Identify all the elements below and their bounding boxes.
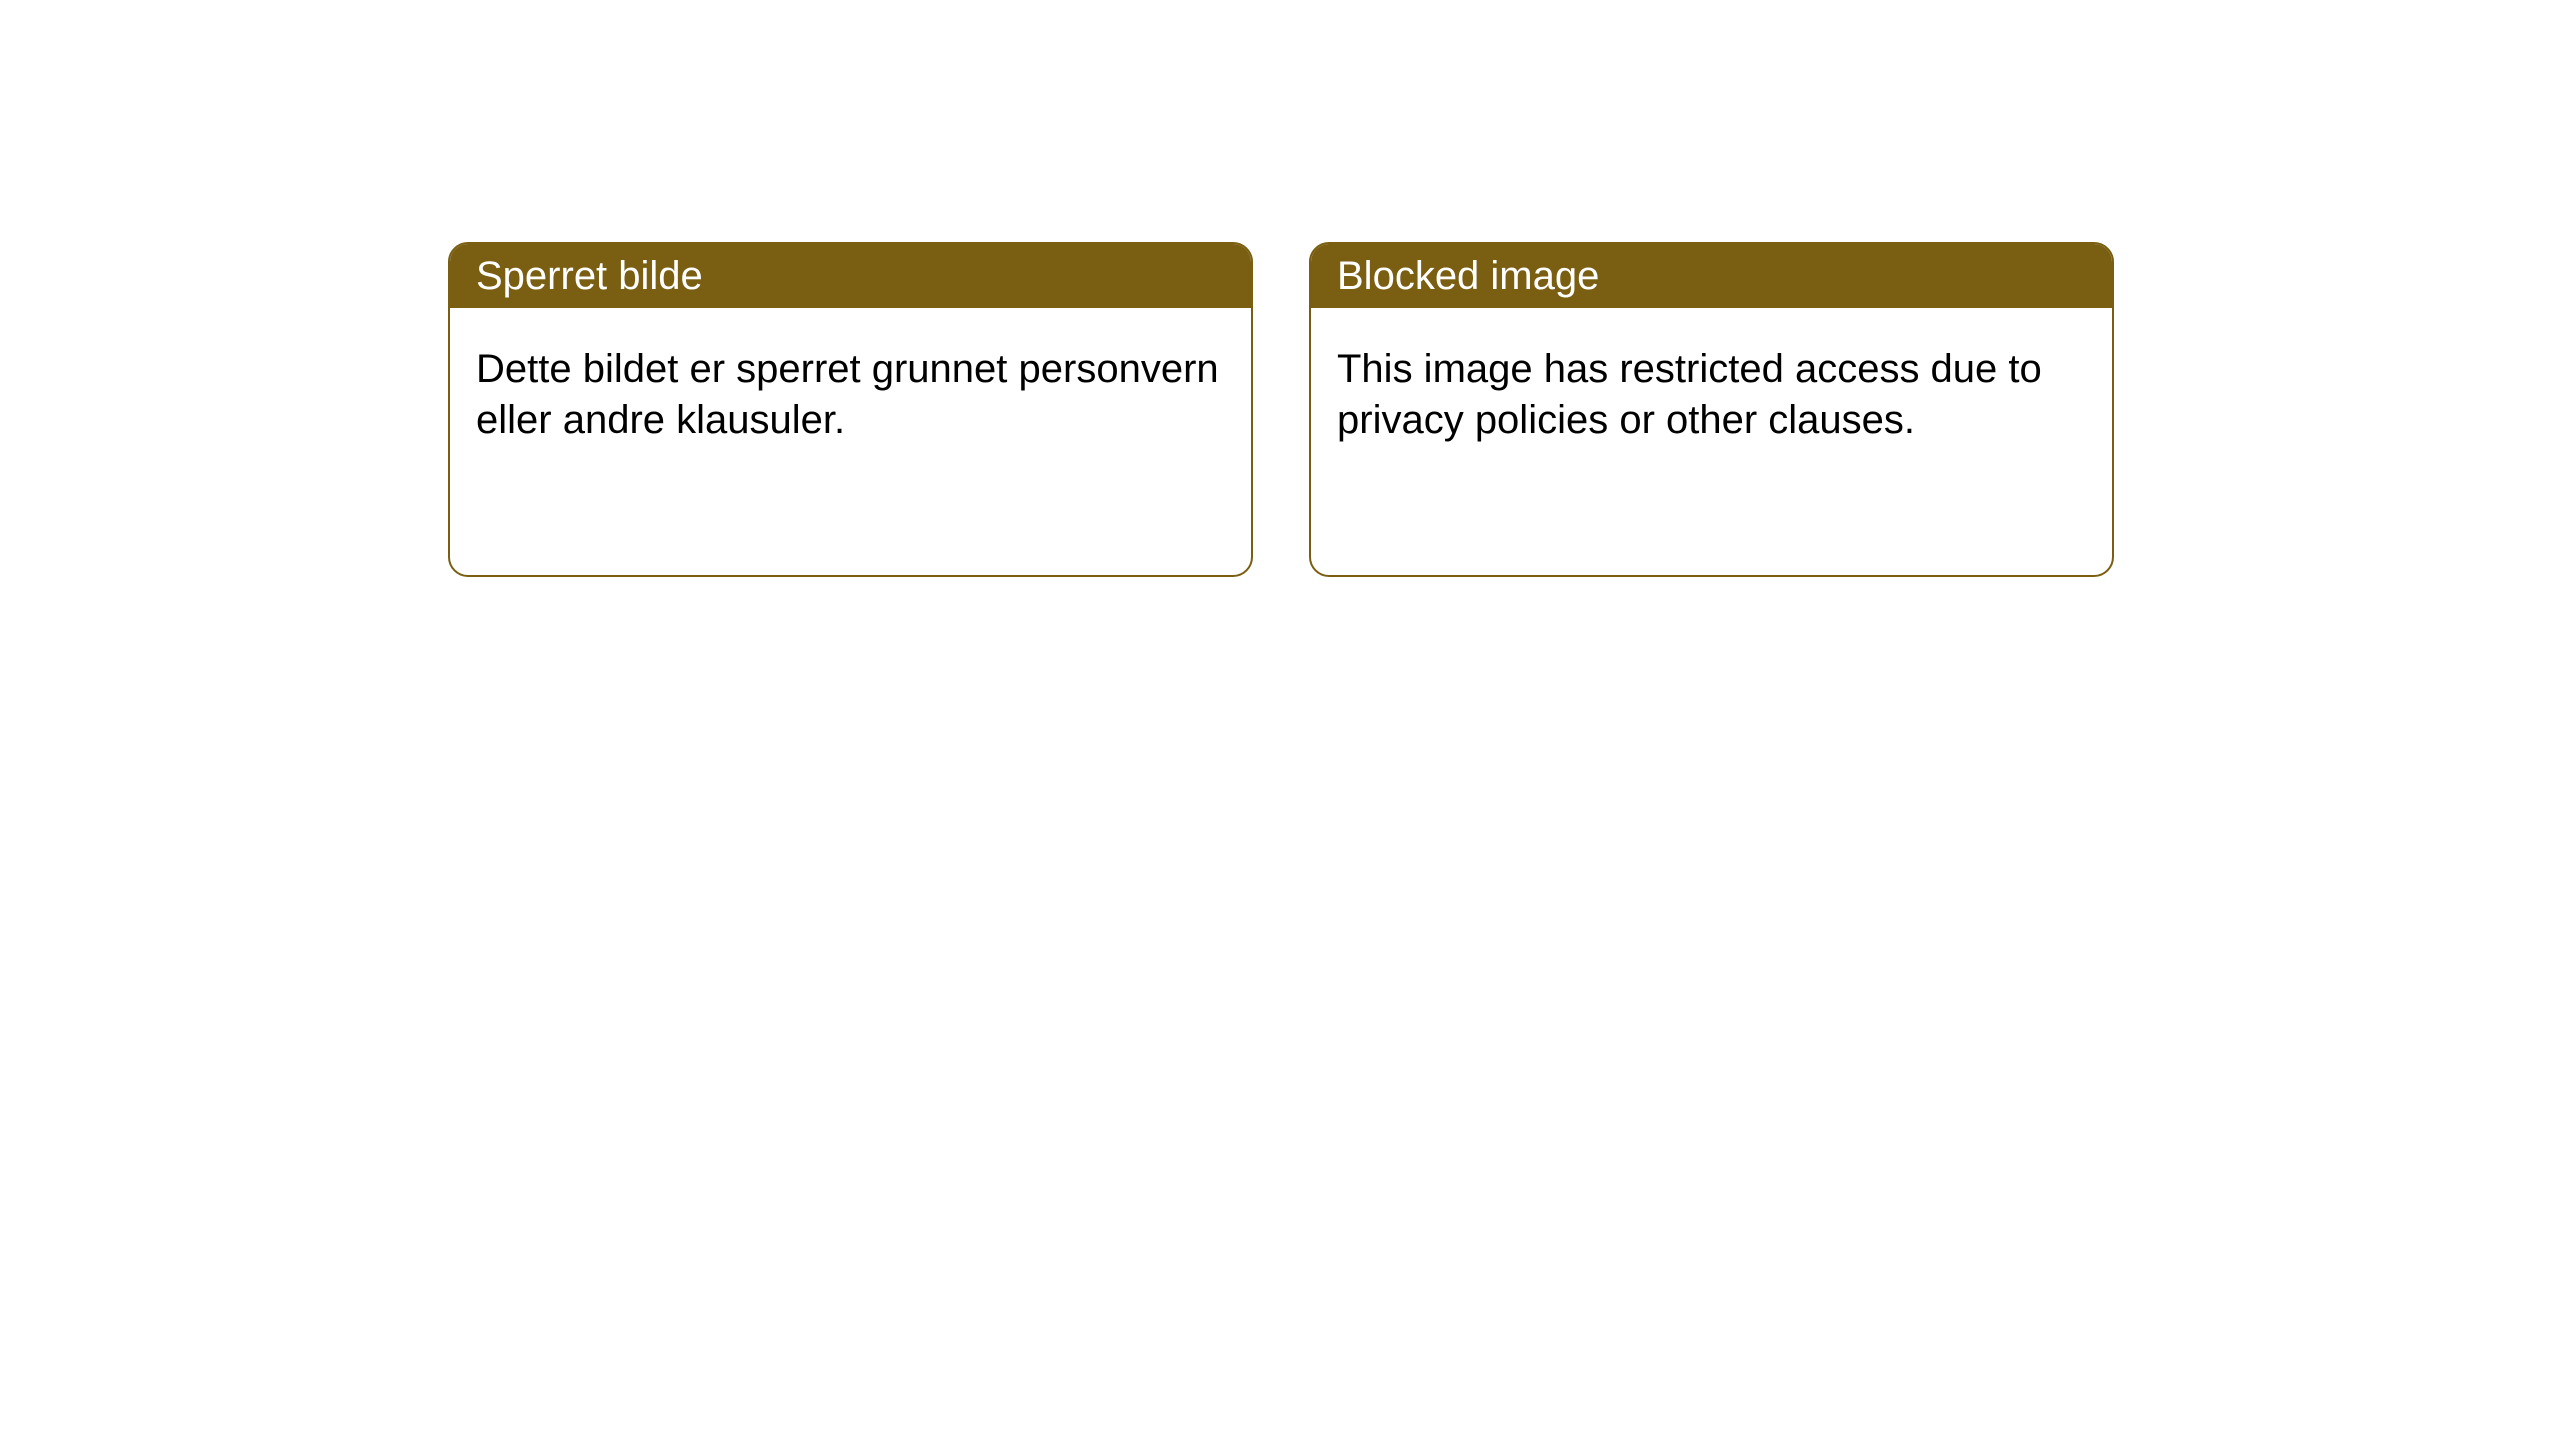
notice-container: Sperret bilde Dette bildet er sperret gr… [0, 0, 2560, 577]
notice-body: Dette bildet er sperret grunnet personve… [450, 308, 1251, 482]
notice-card-norwegian: Sperret bilde Dette bildet er sperret gr… [448, 242, 1253, 577]
notice-title: Blocked image [1311, 244, 2112, 308]
notice-body: This image has restricted access due to … [1311, 308, 2112, 482]
notice-title: Sperret bilde [450, 244, 1251, 308]
notice-card-english: Blocked image This image has restricted … [1309, 242, 2114, 577]
